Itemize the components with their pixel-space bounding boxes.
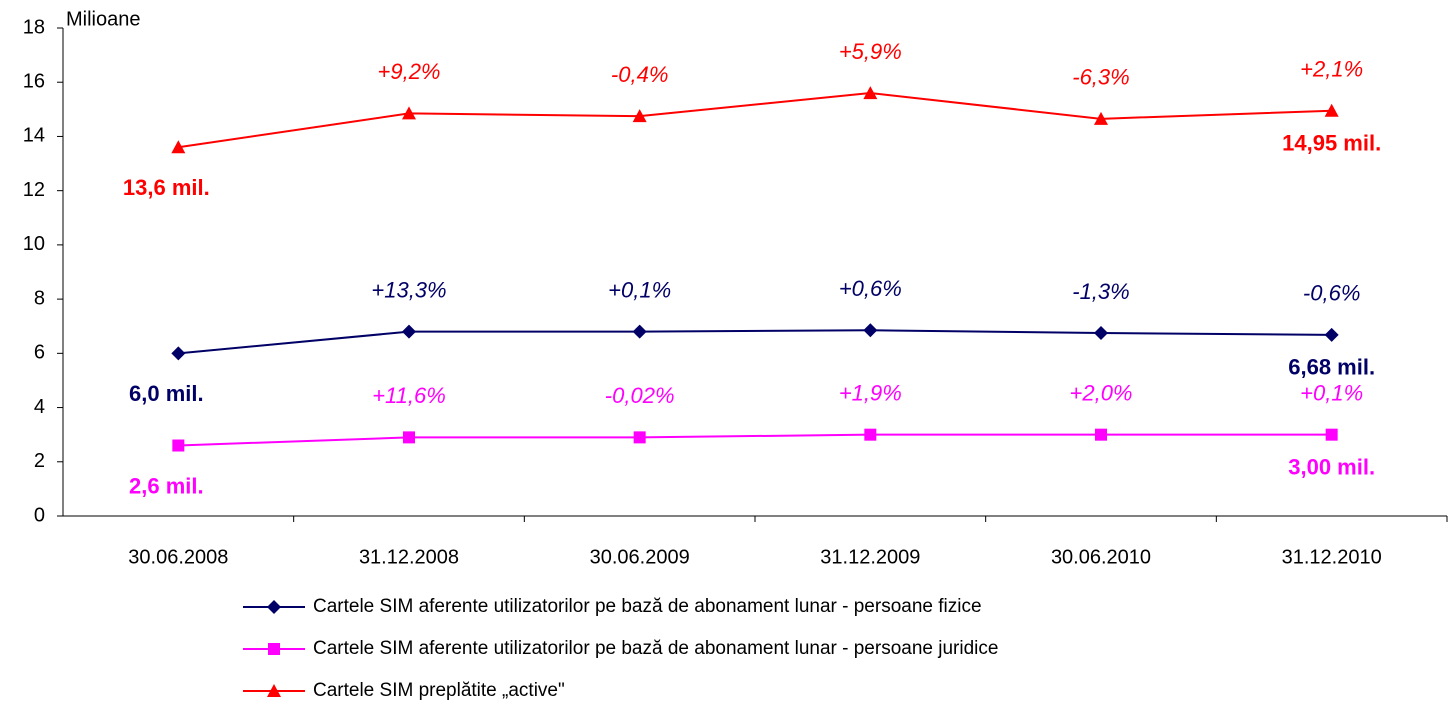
- y-tick-label: 16: [23, 71, 45, 93]
- change-label: +9,2%: [378, 59, 441, 84]
- change-label: +2,0%: [1070, 380, 1133, 405]
- y-tick-label: 12: [23, 179, 45, 201]
- series-line: [178, 329, 1332, 355]
- point: [402, 106, 416, 120]
- x-tick-label: 30.06.2010: [1051, 546, 1151, 568]
- point: [633, 431, 646, 444]
- x-tick-label: 31.12.2009: [820, 546, 920, 568]
- data-label: 6,68 mil.: [1288, 355, 1375, 380]
- change-label: -0,4%: [611, 62, 668, 87]
- change-label: -0,6%: [1303, 281, 1360, 306]
- change-label: -0,02%: [605, 383, 675, 408]
- y-tick-label: 18: [23, 16, 45, 38]
- data-label: 2,6 mil.: [129, 473, 204, 498]
- point: [268, 643, 280, 655]
- point: [632, 109, 647, 123]
- change-label: -1,3%: [1072, 279, 1129, 304]
- point: [267, 684, 281, 697]
- change-label: +13,3%: [371, 277, 446, 302]
- point: [1094, 326, 1108, 340]
- change-label: +11,6%: [372, 383, 446, 408]
- change-label: +0,6%: [839, 276, 902, 301]
- point: [863, 86, 878, 100]
- change-label: +1,9%: [839, 380, 902, 405]
- change-label: +0,1%: [608, 277, 671, 302]
- point: [171, 346, 186, 361]
- series-line: [178, 433, 1332, 447]
- data-label: 14,95 mil.: [1282, 131, 1381, 156]
- point: [402, 324, 416, 339]
- series-line: [178, 92, 1332, 149]
- point: [863, 323, 878, 338]
- change-label: +0,1%: [1300, 380, 1363, 405]
- change-label: +5,9%: [839, 39, 902, 64]
- data-label: 13,6 mil.: [123, 175, 210, 200]
- y-tick-label: 4: [34, 396, 45, 418]
- point: [1095, 428, 1107, 441]
- data-label: 3,00 mil.: [1288, 454, 1375, 479]
- legend-label: Cartele SIM aferente utilizatorilor pe b…: [313, 638, 998, 659]
- y-tick-label: 8: [34, 287, 45, 309]
- point: [403, 431, 415, 444]
- point: [1324, 327, 1339, 342]
- point: [1094, 111, 1108, 125]
- point: [1324, 103, 1339, 117]
- y-tick-label: 6: [34, 342, 45, 364]
- x-tick-label: 30.06.2008: [128, 546, 228, 568]
- point: [864, 428, 877, 441]
- y-tick-label: 10: [23, 233, 45, 255]
- point: [632, 324, 647, 339]
- point: [172, 439, 185, 452]
- point: [171, 140, 186, 154]
- x-tick-label: 30.06.2009: [590, 546, 690, 568]
- point: [1325, 428, 1338, 441]
- point: [267, 600, 281, 614]
- legend-label: Cartele SIM preplătite „active": [313, 680, 565, 701]
- y-axis-label: Milioane: [66, 8, 140, 30]
- legend-label: Cartele SIM aferente utilizatorilor pe b…: [313, 596, 982, 617]
- y-tick-label: 0: [34, 504, 45, 526]
- y-tick-label: 2: [34, 450, 45, 472]
- y-tick-label: 14: [23, 125, 45, 147]
- x-tick-label: 31.12.2010: [1282, 546, 1382, 568]
- x-tick-label: 31.12.2008: [359, 546, 459, 568]
- change-label: +2,1%: [1300, 57, 1363, 82]
- data-label: 6,0 mil.: [129, 381, 204, 406]
- change-label: -6,3%: [1072, 65, 1129, 90]
